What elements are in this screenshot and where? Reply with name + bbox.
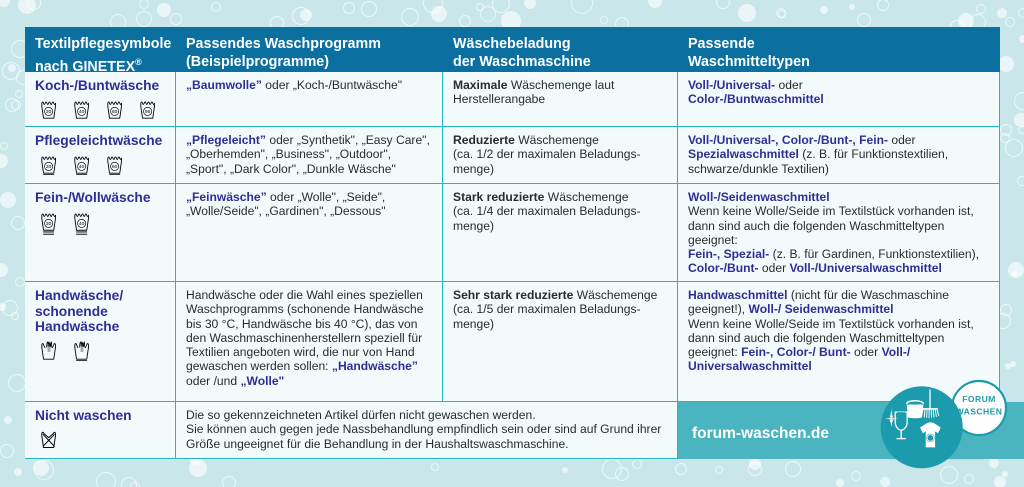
svg-text:60: 60 [112, 109, 118, 115]
svg-text:40: 40 [79, 109, 85, 115]
svg-text:40: 40 [79, 221, 85, 227]
svg-text:60: 60 [112, 164, 118, 170]
svg-text:95: 95 [145, 109, 151, 115]
svg-text:40: 40 [79, 164, 85, 170]
svg-text:30: 30 [46, 109, 52, 115]
svg-text:30: 30 [46, 221, 52, 227]
svg-text:30: 30 [46, 164, 52, 170]
